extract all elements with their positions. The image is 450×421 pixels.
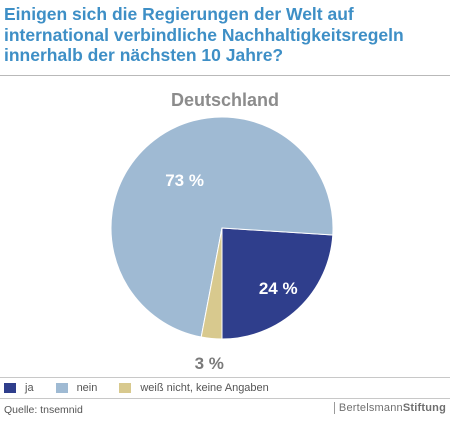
source-note: Quelle: tnsemnid bbox=[4, 404, 83, 416]
chart-subtitle: Deutschland bbox=[170, 90, 280, 110]
pie-chart: 24 % 73 % 3 % bbox=[110, 116, 334, 373]
slice-label-3: 3 % bbox=[195, 354, 224, 373]
pie-chart-area: 24 % 73 % 3 % bbox=[110, 116, 334, 373]
brand-regular: Bertelsmann bbox=[338, 402, 403, 414]
footer-divider bbox=[0, 398, 450, 399]
slice-label-1: 24 % bbox=[259, 279, 298, 298]
legend-item-3: weiß nicht, keine Angaben bbox=[119, 382, 269, 394]
brand-bold: Stiftung bbox=[402, 402, 446, 414]
legend-label-2: nein bbox=[76, 382, 98, 394]
title-divider bbox=[0, 75, 450, 76]
pie-slice-2 bbox=[110, 116, 334, 338]
legend-item-2: nein bbox=[55, 382, 98, 394]
slice-label-2: 73 % bbox=[165, 171, 204, 190]
legend-label-3: weiß nicht, keine Angaben bbox=[140, 382, 269, 394]
brand-logo: BertelsmannStiftung bbox=[333, 402, 446, 414]
legend-divider bbox=[0, 377, 450, 378]
legend-swatch-2 bbox=[55, 383, 68, 393]
legend-item-1: ja bbox=[4, 382, 34, 394]
pie-slice-3 bbox=[200, 227, 223, 340]
pie-slice-1 bbox=[221, 227, 334, 340]
legend-swatch-3 bbox=[119, 383, 132, 393]
legend-swatch-1 bbox=[4, 383, 16, 393]
legend: ja nein weiß nicht, keine Angaben bbox=[4, 380, 291, 396]
chart-title: Einigen sich die Regierungen der Welt au… bbox=[4, 4, 404, 65]
legend-label-1: ja bbox=[25, 382, 34, 394]
